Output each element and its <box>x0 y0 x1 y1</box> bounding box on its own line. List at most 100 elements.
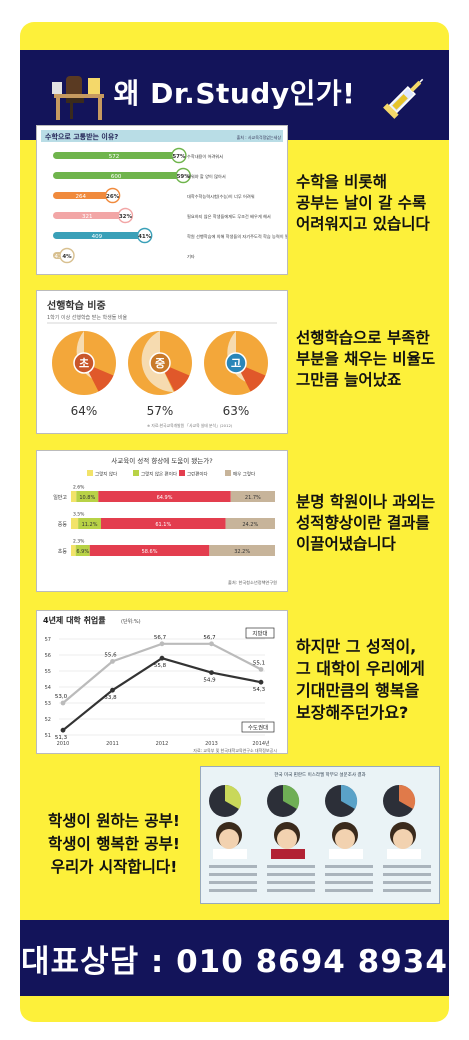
poster: 왜 Dr.Study인가! 수학으로 고통받는 이유? 출처 : 사교육걱정없는세… <box>20 22 449 1022</box>
closing-line: 우리가 시작합니다! <box>50 858 178 876</box>
pie-pct: 57% <box>147 404 174 418</box>
caption-3-line: 분명 학원이나 과외는 <box>296 493 436 511</box>
caption-2-line: 선행학습으로 부족한 <box>296 329 430 347</box>
chart-subtitle: 1학기 이상 선행학습 받는 학생들 비율 <box>47 314 128 321</box>
caption-4-line: 보장해주던가요? <box>296 703 409 722</box>
point-label: 53,0 <box>55 694 68 700</box>
chart-panel-grade-improvement: 사교육이 성적 향상에 도움이 됐는가? 그렇지 않다 그렇지 않은 편이다 그런편이… <box>36 450 288 592</box>
stack-segment <box>230 491 275 502</box>
bar-pct: 26% <box>106 194 120 200</box>
row-name: 초등 <box>58 549 68 555</box>
text-line <box>383 865 431 868</box>
x-tick: 2012 <box>156 741 169 747</box>
bar <box>53 192 109 199</box>
stack-segment <box>71 518 79 529</box>
person-face <box>277 829 297 849</box>
series-point <box>60 700 66 706</box>
small-pct: 2.3% <box>73 539 85 545</box>
pct-badge <box>136 227 153 244</box>
bar-pct: 4% <box>62 254 72 260</box>
closing-line: 학생이 원하는 공부! <box>48 812 180 830</box>
text-line <box>325 865 373 868</box>
caption-3: 분명 학원이나 과외는 성적향상이란 결과를 이끌어냈습니다 <box>296 492 435 555</box>
text-line <box>267 881 315 884</box>
infographic-title: 한국 미국 핀란드 이스라엘 학부모 설문조사 결과 <box>274 771 365 778</box>
stack-segment <box>71 491 77 502</box>
bar <box>53 172 180 179</box>
stack-segment <box>75 545 90 556</box>
legend-swatch <box>133 470 139 476</box>
chart-source: 출처 : 사교육걱정없는세상 <box>237 134 282 140</box>
header-title: 왜 Dr.Study인가! <box>113 77 356 110</box>
series-point <box>258 667 264 672</box>
bubble-slice <box>283 784 300 809</box>
legend-box <box>245 627 275 639</box>
series-point <box>159 641 165 647</box>
syringe-icon <box>383 78 424 119</box>
person-face <box>393 829 413 849</box>
y-tick: 56 <box>45 653 51 659</box>
text-line <box>325 889 373 892</box>
pct-badge <box>104 187 121 204</box>
caption-1-line: 어려워지고 있습니다 <box>296 215 430 233</box>
caption-1-line: 공부는 날이 갈 수록 <box>296 194 427 212</box>
person-face <box>219 829 239 849</box>
prior-learning-chart: 선행학습 비중 1학기 이상 선행학습 받는 학생들 비율초 64% 중 57% 고 63%… <box>47 299 277 428</box>
pct-badge <box>59 247 75 264</box>
stack-segment <box>78 518 101 529</box>
series-point <box>60 727 66 733</box>
point-label: 53,8 <box>104 695 117 701</box>
point-label: 56,7 <box>203 635 216 641</box>
y-tick: 57 <box>45 637 51 643</box>
chart-panel-math-reasons: 수학으로 고통받는 이유? 출처 : 사교육걱정없는세상 572 57% 수학내용이 어… <box>36 125 300 275</box>
row-name: 중등 <box>58 522 68 528</box>
segment-label: 24.2% <box>242 522 258 528</box>
stack-segment <box>89 545 210 556</box>
x-tick: 2014년 <box>252 740 270 747</box>
text-line <box>325 873 373 876</box>
segment-label: 61.1% <box>155 522 171 528</box>
caption-4-line: 기대만큼의 행복을 <box>296 681 420 700</box>
person-face <box>335 829 355 849</box>
chart-title: 4년제 대학 취업률 <box>43 615 106 625</box>
text-line <box>209 889 257 892</box>
point-label: 51,3 <box>55 735 68 741</box>
flag <box>271 849 305 859</box>
chart-panel-prior-learning: 선행학습 비중 1학기 이상 선행학습 받는 학생들 비율 초 64% 중 57% 고 63%… <box>36 290 288 434</box>
segment-label: 58.6% <box>142 549 158 555</box>
stack-segment <box>209 545 275 556</box>
bar-label: 기타 <box>187 253 195 260</box>
caption-4: 하지만 그 성적이, 그 대학이 우리에게 기대만큼의 행복을 보장해주던가요? <box>296 636 425 724</box>
caption-4-line: 하지만 그 성적이, <box>296 637 417 656</box>
point-label: 55,8 <box>154 663 167 669</box>
text-line <box>383 873 431 876</box>
legend-swatch <box>87 470 93 476</box>
point-label: 55,6 <box>104 652 117 658</box>
series-point <box>209 670 214 675</box>
caption-2-line: 그만큼 늘어났죠 <box>296 371 402 389</box>
bar-count: 600 <box>111 174 122 180</box>
y-tick: 55 <box>45 669 51 675</box>
math-reasons-chart: 수학으로 고통받는 이유? 출처 : 사교육걱정없는세상 572 57% 수학내용이 어… <box>37 126 300 274</box>
segment-label: 32.2% <box>234 549 250 555</box>
series-point <box>110 687 115 693</box>
segment-label: 6.9% <box>76 549 89 555</box>
chart-unit: (단위:%) <box>121 618 141 625</box>
bar-count: 321 <box>82 214 93 220</box>
legend-swatch <box>225 470 231 476</box>
x-tick: 2010 <box>57 741 70 747</box>
pie-label: 고 <box>231 357 241 370</box>
bar-pct: 59% <box>177 174 191 180</box>
text-line <box>383 881 431 884</box>
parent-survey-infographic: 한국 미국 핀란드 이스라엘 학부모 설문조사 결과 <box>209 771 431 892</box>
chart-title-bar <box>41 130 283 142</box>
text-line <box>267 873 315 876</box>
legend-label: 매우 그렇다 <box>233 471 256 478</box>
y-tick: 52 <box>45 717 51 723</box>
bar-label: 학원 선행학습에 의해 학생들의 자기주도적 학습 능력이 떨어져서 <box>187 233 287 240</box>
chart-title: 수학으로 고통받는 이유? <box>45 132 118 141</box>
pct-badge <box>175 167 191 184</box>
pie-center-badge <box>149 352 171 374</box>
pie-center-badge <box>73 352 95 374</box>
flag <box>387 849 421 859</box>
